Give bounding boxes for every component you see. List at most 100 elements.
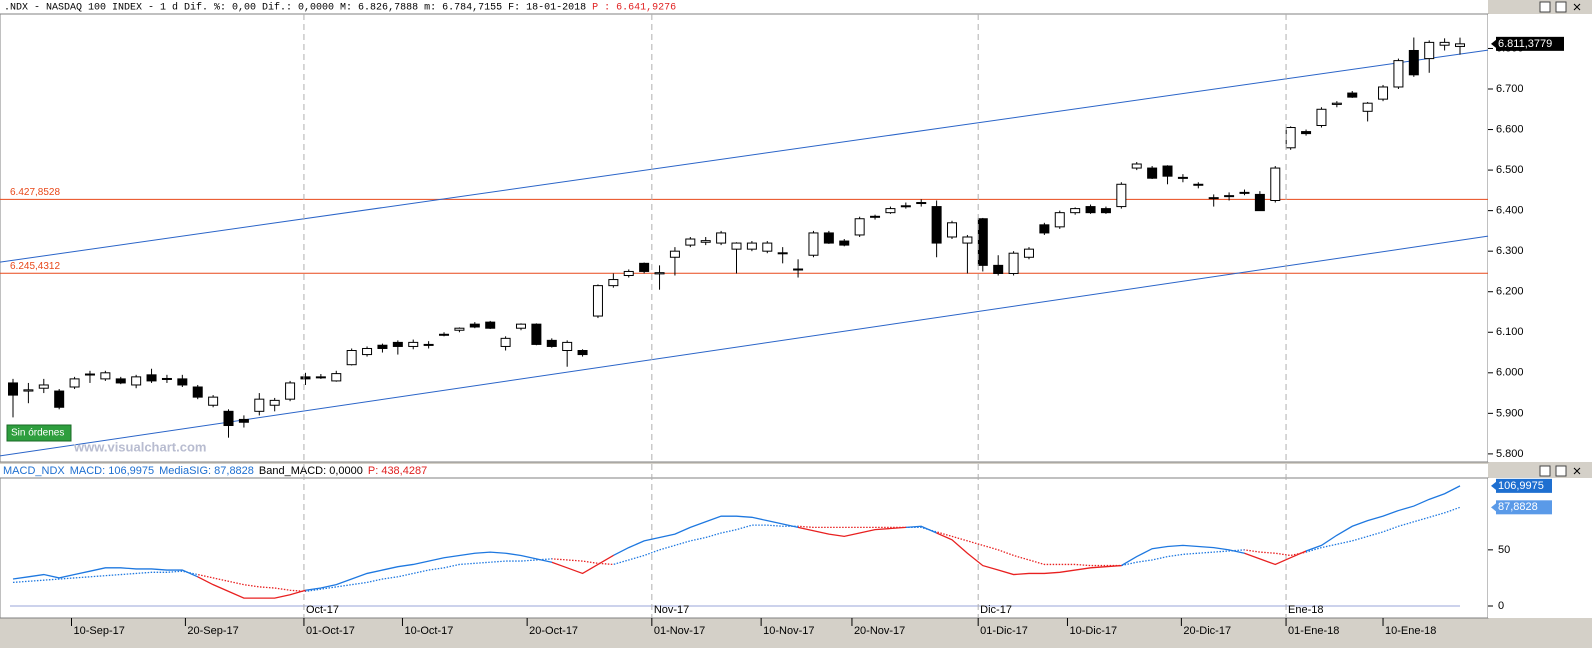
candle-body [1455,43,1465,47]
candle-body [854,218,865,236]
month-label: Nov-17 [654,604,689,616]
candle-body [38,384,49,389]
last-value-arrow [1491,481,1496,490]
candle-body [469,323,480,328]
candle-body [562,341,573,352]
candle-body [608,279,619,287]
y-tick-label: 6.500 [1496,164,1524,176]
y-tick-label: 6.100 [1496,326,1524,338]
macd-minimize-button[interactable] [1539,465,1551,477]
candle-body [1177,176,1188,179]
x-tick-label: 20-Nov-17 [854,625,905,637]
candle-body [500,337,511,347]
candle-body [331,373,342,382]
candle-body [54,390,65,408]
candle-body [515,323,526,329]
level-label: 6.427,8528 [10,187,60,198]
candle-body [439,333,450,336]
candle-body [1023,248,1034,258]
y-tick-label: 6.300 [1496,245,1524,257]
candle-body [115,378,126,384]
candle-body [1054,212,1065,228]
macd-info: MediaSIG: 87,8828 [159,465,254,477]
candle-body [1347,92,1358,98]
header-bar [0,0,1488,14]
candle-body [377,344,388,349]
candle-body [577,350,588,356]
month-label: Ene-18 [1288,604,1323,616]
candle-body [1239,191,1250,194]
candle-body [238,418,249,423]
candle-body [254,398,265,412]
order-badge: Sin órdenes [11,428,64,439]
candle-body [192,386,203,398]
order-badge-box [6,424,72,442]
candle-body [639,262,650,272]
candle-body [1039,224,1050,234]
x-tick-label: 10-Nov-17 [763,625,814,637]
x-tick-label: 20-Dic-17 [1183,625,1231,637]
candle-body [1147,167,1158,179]
candle-body [654,272,665,275]
candle-body [69,378,80,388]
price-marker-label: 6.811,3779 [1498,38,1552,50]
candle-body [700,240,711,243]
x-tick-label: 01-Dic-17 [980,625,1028,637]
macd-line [12,485,1461,599]
candle-body [1378,86,1389,100]
candle-body [1131,163,1142,169]
candle-body [84,373,95,376]
candle-body [823,232,834,244]
candle-body [900,205,911,208]
candle-body [1393,60,1404,88]
last-value-label: 106,9975 [1498,480,1544,492]
candle-body [777,252,788,255]
x-tick-label: 10-Sep-17 [73,625,124,637]
candle-body [1254,193,1265,212]
y-tick-label: 6.400 [1496,205,1524,217]
candle-body [993,264,1004,274]
macd-info: P: 438,4287 [368,465,427,477]
price-marker-arrow [1491,39,1496,48]
macd-title: MACD_NDX [3,465,65,477]
x-tick-label: 20-Oct-17 [529,625,578,637]
close-button[interactable] [1573,3,1581,11]
x-tick-label: 20-Sep-17 [187,625,238,637]
macd-header-bar [0,464,1488,478]
macd-maximize-button[interactable] [1555,465,1567,477]
macd-close-button[interactable] [1573,467,1581,475]
candle-body [346,350,357,366]
candle-body [870,215,881,218]
candle-body [839,240,850,246]
candle-body [100,372,111,380]
watermark: www.visualchart.com [73,439,206,454]
macd-panel [0,477,1489,619]
minimize-button[interactable] [1539,1,1551,13]
macd-line [12,506,1461,593]
candle-body [1193,183,1204,186]
candle-body [1162,165,1173,177]
candle-body [762,242,773,252]
chart-subtitle: P : 6.641,9276 [592,3,676,14]
month-label: Dic-17 [980,604,1012,616]
candle-body [1408,49,1419,76]
candle-body [223,410,234,427]
y-tick-label: 5.800 [1496,448,1524,460]
window-buttons[interactable] [1539,1,1581,477]
candle-body [962,236,973,244]
candle-body [177,378,188,386]
candle-body [1008,252,1019,274]
candle-body [716,232,727,244]
maximize-button[interactable] [1555,1,1567,13]
candle-body [285,382,296,400]
candle-body [315,376,326,379]
last-value-label: 87,8828 [1498,501,1538,513]
candle-body [1116,183,1127,208]
macd-info: MACD: 106,9975 [70,465,154,477]
candle-body [131,376,142,386]
y-tick-label: 6.200 [1496,286,1524,298]
candle-body [1362,102,1373,112]
candle-body [146,374,157,382]
candle-body [1270,167,1281,201]
candle-body [531,323,542,345]
